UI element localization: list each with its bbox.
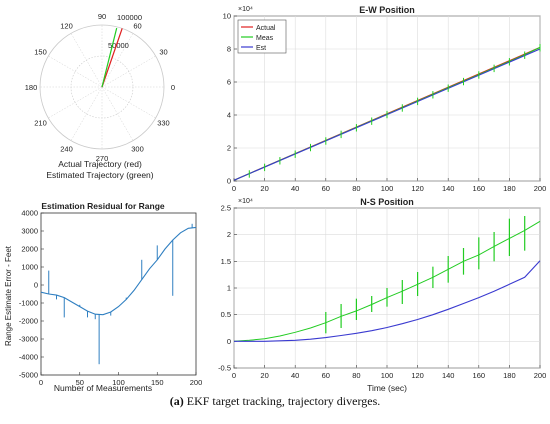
polar-spoke: [101, 33, 134, 88]
polar-trajectory-estimated: [101, 27, 118, 88]
residual-title: Estimation Residual for Range: [41, 201, 165, 211]
x-tick-label: 80: [352, 184, 360, 193]
ns-title: N-S Position: [360, 197, 414, 207]
x-tick-label: 0: [232, 184, 236, 193]
y-tick-label: 6: [227, 78, 231, 87]
x-tick-label: 40: [291, 371, 299, 380]
y-tick-label: -2000: [19, 317, 38, 326]
legend-label: Actual: [256, 25, 276, 32]
polar-angle-label: 330: [157, 119, 170, 128]
polar-radial-label: 100000: [117, 13, 142, 22]
polar-legend-line-2: Estimated Trajectory (green): [46, 170, 153, 180]
y-tick-label: -3000: [19, 335, 38, 344]
y-tick-label: 4000: [21, 209, 38, 218]
x-tick-label: 20: [260, 184, 268, 193]
x-tick-label: 100: [381, 371, 394, 380]
x-tick-label: 60: [322, 371, 330, 380]
series-est: [234, 260, 541, 342]
ew-exponent: ×10⁴: [238, 6, 253, 13]
y-tick-label: 0: [34, 281, 38, 290]
polar-spoke: [101, 86, 134, 141]
polar-spoke: [48, 55, 103, 88]
x-tick-label: 200: [190, 378, 203, 387]
x-tick-label: 120: [411, 371, 424, 380]
polar-angle-label: 60: [133, 22, 141, 31]
y-tick-label: 2: [227, 230, 231, 239]
y-tick-label: -5000: [19, 371, 38, 380]
polar-outer-ring: [39, 24, 165, 150]
y-tick-label: 8: [227, 45, 231, 54]
polar-angle-label: 240: [60, 144, 73, 153]
y-tick-label: -0.5: [218, 364, 231, 373]
y-tick-label: 1.5: [221, 257, 231, 266]
y-tick-label: 10: [223, 12, 231, 21]
plot-area: [40, 212, 197, 376]
residual-ylabel: Range Estimate Error - Feet: [4, 245, 13, 346]
polar-legend-line-1: Actual Trajectory (red): [58, 159, 142, 169]
x-tick-label: 0: [39, 378, 43, 387]
polar-angle-label: 210: [34, 119, 47, 128]
ew-position-chart: 0 20 40 60 80 100 120 140 160 180 200 0 2 4 6 8 10 Actual…: [223, 12, 547, 194]
residual-trend-line: [40, 226, 197, 316]
polar-angle-label: 120: [60, 22, 73, 31]
y-tick-label: 0: [227, 177, 231, 186]
y-tick-label: 2: [227, 144, 231, 153]
y-tick-label: 0: [227, 337, 231, 346]
caption-label: (a): [169, 394, 184, 408]
y-tick-label: 2.5: [221, 204, 231, 213]
y-tick-label: 1000: [21, 263, 38, 272]
legend-label: Est: [256, 45, 266, 52]
x-tick-label: 20: [260, 371, 268, 380]
caption-text: EKF target tracking, trajectory diverges…: [186, 394, 381, 408]
polar-radial-label: 50000: [108, 41, 129, 50]
x-tick-label: 100: [112, 378, 125, 387]
polar-trajectory-actual: [101, 28, 123, 88]
polar-spoke: [101, 55, 156, 88]
polar-angle-label: 180: [25, 83, 38, 92]
ns-position-chart: 0 20 40 60 80 100 120 140 160 180 200-0.500.511.52…: [218, 204, 546, 381]
y-tick-label: 3000: [21, 227, 38, 236]
polar-angle-label: 0: [171, 83, 175, 92]
x-tick-label: 120: [411, 184, 424, 193]
y-tick-label: 0.5: [221, 310, 231, 319]
polar-spoke: [48, 86, 103, 119]
x-tick-label: 180: [503, 184, 516, 193]
ew-title: E-W Position: [359, 5, 415, 15]
polar-spoke: [70, 33, 103, 88]
ns-exponent: ×10⁴: [238, 198, 253, 205]
y-tick-label: 4: [227, 111, 231, 120]
x-tick-label: 100: [381, 184, 394, 193]
x-tick-label: 200: [534, 371, 547, 380]
x-tick-label: 160: [473, 184, 486, 193]
polar-spoke: [101, 86, 156, 119]
x-tick-label: 150: [151, 378, 164, 387]
residual-xlabel: Number of Measurements: [54, 383, 152, 393]
y-tick-label: -1000: [19, 299, 38, 308]
residual-chart: 0 50 100 150 200 4000 3000 2000 1000 0 -1000 -2000 -…: [19, 209, 202, 388]
polar-angle-label: 90: [98, 12, 106, 21]
figure-caption: (a) EKF target tracking, trajectory dive…: [0, 394, 550, 409]
polar-angle-label: 270: [96, 154, 109, 163]
x-tick-label: 40: [291, 184, 299, 193]
x-tick-label: 50: [76, 378, 84, 387]
polar-angle-label: 300: [131, 144, 144, 153]
y-tick-label: 1: [227, 284, 231, 293]
polar-angle-label: 150: [34, 48, 47, 57]
x-tick-label: 0: [232, 371, 236, 380]
x-tick-label: 160: [473, 371, 486, 380]
x-tick-label: 140: [442, 184, 455, 193]
y-tick-label: -4000: [19, 353, 38, 362]
ns-xlabel: Time (sec): [367, 383, 407, 393]
x-tick-label: 140: [442, 371, 455, 380]
legend-label: Meas: [256, 35, 274, 42]
x-tick-label: 60: [322, 184, 330, 193]
polar-plot: 9060300330300270240210180150120500001000…: [25, 12, 175, 163]
x-tick-label: 200: [534, 184, 547, 193]
x-tick-label: 80: [352, 371, 360, 380]
polar-spoke: [70, 86, 103, 141]
polar-angle-label: 30: [159, 48, 167, 57]
y-tick-label: 2000: [21, 245, 38, 254]
x-tick-label: 180: [503, 371, 516, 380]
